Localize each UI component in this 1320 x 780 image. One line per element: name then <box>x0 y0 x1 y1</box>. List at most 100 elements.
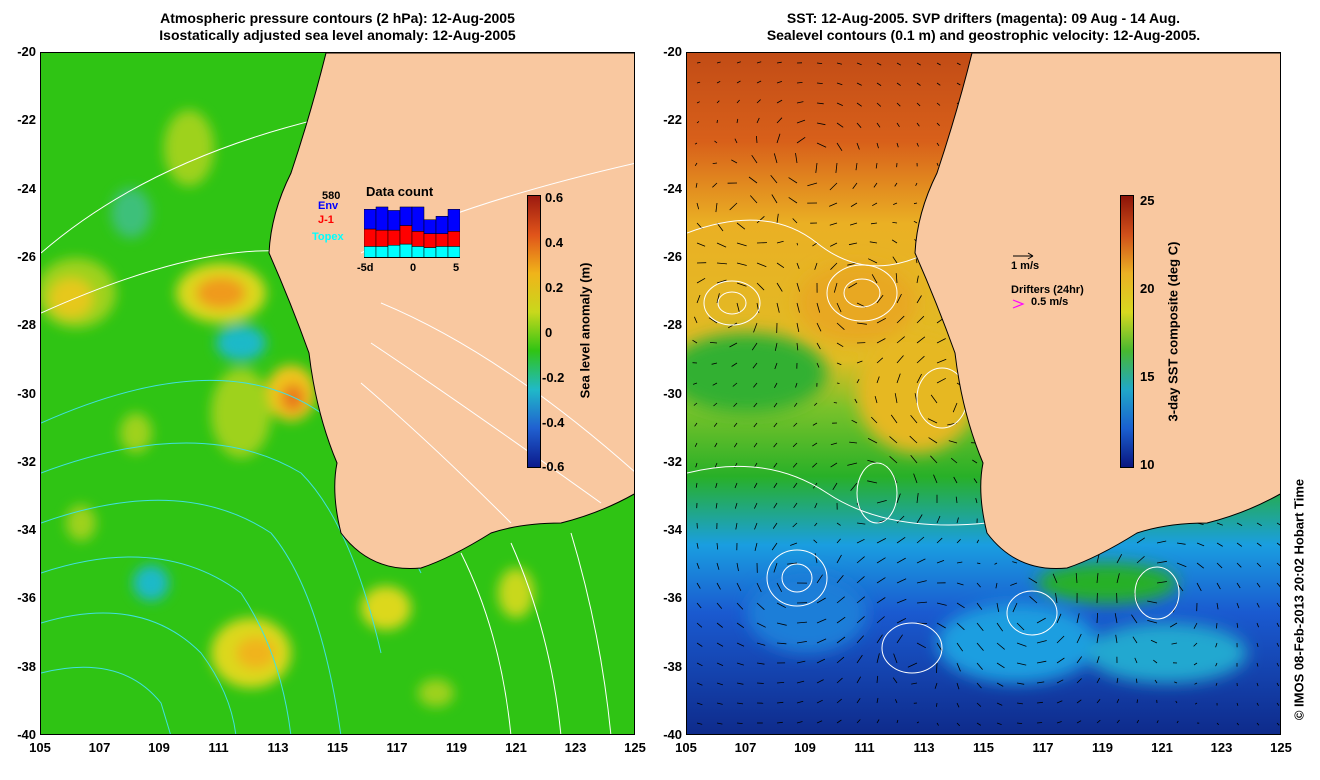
velocity-vector <box>832 482 838 491</box>
velocity-vector <box>796 101 804 104</box>
right-panel-title: SST: 12-Aug-2005. SVP drifters (magenta)… <box>686 10 1281 44</box>
velocity-vector <box>816 102 824 105</box>
velocity-vector <box>816 638 827 644</box>
velocity-vector <box>856 322 867 325</box>
velocity-vector <box>856 379 860 384</box>
velocity-vector <box>1194 702 1198 705</box>
velocity-vector <box>776 622 787 626</box>
inset-xtick-0: -5d <box>357 262 374 274</box>
velocity-vector <box>836 522 841 526</box>
velocity-vector <box>976 622 984 631</box>
velocity-vector <box>773 502 778 509</box>
velocity-vector <box>956 582 964 586</box>
velocity-vector <box>875 162 878 169</box>
velocity-vector <box>696 81 701 84</box>
left-xtick: 121 <box>505 740 527 755</box>
velocity-vector <box>696 277 706 284</box>
velocity-vector <box>716 542 719 550</box>
velocity-vector <box>733 402 738 407</box>
right-ytick: -34 <box>663 522 682 538</box>
velocity-vector <box>756 642 766 646</box>
velocity-vector <box>953 476 958 484</box>
velocity-vector <box>696 294 701 304</box>
velocity-vector <box>716 61 721 64</box>
inset-xtick-1: 0 <box>410 262 417 274</box>
velocity-vector <box>1276 602 1280 608</box>
velocity-vector <box>936 122 940 126</box>
velocity-vector <box>1056 679 1064 684</box>
velocity-vector <box>976 682 982 689</box>
velocity-vector <box>894 393 898 404</box>
velocity-vector <box>1256 602 1260 608</box>
velocity-vector <box>1236 562 1242 568</box>
velocity-vector <box>1193 662 1198 666</box>
right-ytick: -30 <box>663 385 682 401</box>
velocity-vector <box>711 362 718 365</box>
velocity-vector <box>896 493 901 504</box>
inset-bar-env <box>411 206 425 232</box>
velocity-vector <box>856 142 860 150</box>
velocity-vector <box>934 682 938 689</box>
velocity-vector <box>1216 522 1223 526</box>
velocity-scale-label: 1 m/s <box>1011 260 1040 272</box>
velocity-vector <box>756 117 760 124</box>
velocity-vector <box>876 538 887 544</box>
velocity-vector <box>1236 602 1240 609</box>
velocity-vector <box>771 194 778 204</box>
velocity-vector <box>848 282 858 289</box>
velocity-vector <box>1147 600 1158 604</box>
velocity-vector <box>1150 639 1158 644</box>
velocity-vector <box>814 402 818 406</box>
velocity-vector <box>1276 562 1280 567</box>
velocity-vector <box>856 654 863 664</box>
velocity-vector <box>876 653 880 664</box>
data-count-chart <box>364 206 460 258</box>
velocity-vector <box>1056 635 1065 644</box>
left-xtick: 119 <box>446 740 467 755</box>
velocity-vector <box>796 641 807 644</box>
anomaly-blobs <box>41 110 534 707</box>
sea-level-anomaly-svg <box>41 53 634 734</box>
velocity-vector <box>1135 678 1138 684</box>
right-ytick: -36 <box>663 590 682 606</box>
velocity-vector <box>1174 681 1178 684</box>
left-ytick: -20 <box>17 44 36 59</box>
velocity-vector <box>1215 642 1218 648</box>
velocity-vector <box>812 462 818 468</box>
velocity-vector <box>756 602 765 610</box>
velocity-vector <box>694 442 698 447</box>
velocity-vector <box>696 702 703 706</box>
velocity-vector <box>936 602 947 606</box>
velocity-vector <box>876 294 884 304</box>
velocity-vector <box>795 153 798 164</box>
velocity-vector <box>1116 573 1120 584</box>
velocity-vector <box>816 122 826 126</box>
velocity-vector <box>1216 722 1219 726</box>
velocity-vector <box>1156 540 1167 544</box>
velocity-vector <box>816 699 823 704</box>
velocity-vector <box>876 338 886 344</box>
velocity-vector <box>936 82 941 86</box>
velocity-vector <box>776 99 783 104</box>
left-ytick: -34 <box>17 522 36 538</box>
right-xtick: 115 <box>973 740 994 755</box>
velocity-vector <box>896 62 902 66</box>
right-xtick: 123 <box>1210 740 1233 755</box>
left-panel-title: Atmospheric pressure contours (2 hPa): 1… <box>40 10 635 44</box>
velocity-vector <box>750 195 758 204</box>
right-xtick: 119 <box>1092 740 1113 755</box>
right-ytick: -38 <box>663 658 682 674</box>
velocity-vector <box>696 642 703 647</box>
velocity-vector <box>773 442 778 448</box>
velocity-vector <box>896 355 904 364</box>
velocity-vector <box>736 622 745 629</box>
velocity-vector <box>796 621 808 624</box>
velocity-vector <box>1096 553 1100 564</box>
velocity-vector <box>696 542 699 549</box>
velocity-vector <box>856 698 861 704</box>
velocity-vector <box>829 182 838 191</box>
velocity-vector <box>1055 593 1058 604</box>
velocity-vector <box>976 539 980 544</box>
velocity-vector <box>774 362 778 370</box>
velocity-vector <box>836 698 842 704</box>
